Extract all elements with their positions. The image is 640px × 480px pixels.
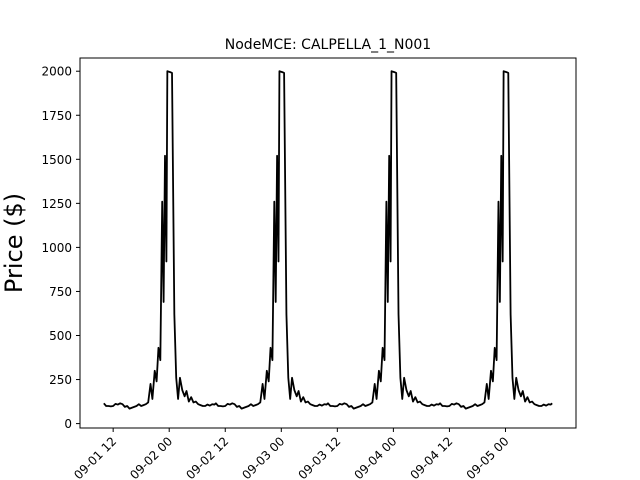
x-tick-label: 09-03 12	[295, 434, 343, 480]
y-tick-label: 1000	[41, 241, 72, 255]
x-tick-label: 09-05 00	[464, 434, 512, 480]
x-tick-label: 09-03 00	[239, 434, 287, 480]
y-tick-label: 1750	[41, 109, 72, 123]
y-tick-label: 250	[49, 373, 72, 387]
series-line	[103, 70, 553, 410]
x-axis: 09-01 12 09-02 00 09-02 12 09-03 00 09-03 12…	[71, 428, 512, 480]
y-axis: 0 250 500 750 1000 1250 1500 1750 2000	[41, 65, 80, 431]
x-tick-label: 09-04 12	[408, 434, 456, 480]
y-axis-label: Price ($)	[0, 193, 28, 293]
y-tick-label: 500	[49, 329, 72, 343]
y-tick-label: 1250	[41, 197, 72, 211]
x-tick-label: 09-02 00	[127, 434, 175, 480]
plot-frame	[79, 57, 577, 429]
x-tick-label: 09-01 12	[71, 434, 119, 480]
x-tick-label: 09-02 12	[183, 434, 231, 480]
y-tick-label: 1500	[41, 153, 72, 167]
y-tick-label: 750	[49, 285, 72, 299]
x-tick-label: 09-04 00	[351, 434, 399, 480]
y-tick-label: 0	[64, 417, 72, 431]
chart-title: NodeMCE: CALPELLA_1_N001	[225, 37, 431, 53]
y-tick-label: 2000	[41, 65, 72, 79]
